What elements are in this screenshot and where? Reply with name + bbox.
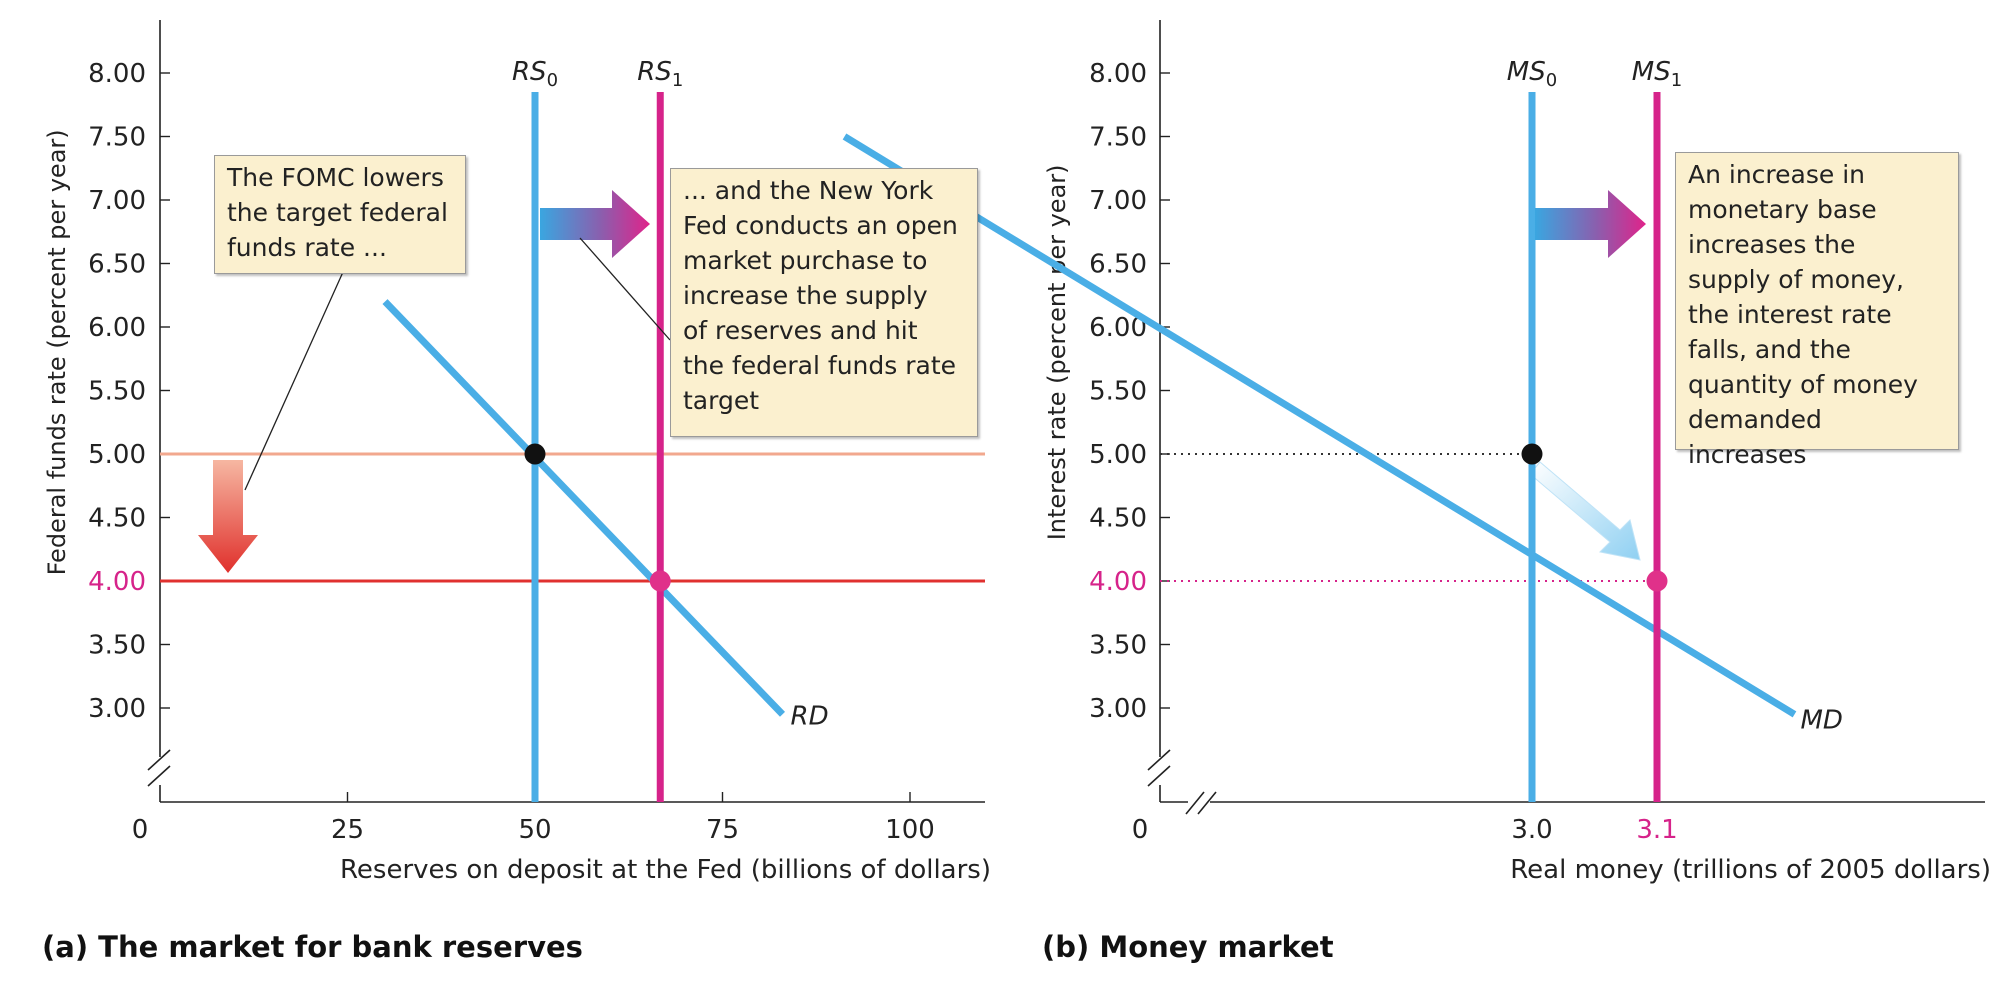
new-equilibrium-point <box>1646 570 1668 592</box>
x-tick-label: 0 <box>1132 815 1149 845</box>
y-tick-label: 5.00 <box>88 440 146 470</box>
supply-shift-arrow <box>540 190 650 258</box>
x-tick-label: 0 <box>132 815 149 845</box>
y-axis-title: Interest rate (percent per year) <box>1043 164 1071 540</box>
panel-b-caption: (b) Money market <box>1042 930 1334 964</box>
y-tick-label: 8.00 <box>88 59 146 89</box>
y-tick-label: 5.00 <box>1089 440 1147 470</box>
x-tick-label: 3.0 <box>1511 815 1552 845</box>
x-tick-label: 75 <box>706 815 739 845</box>
y-tick-label: 7.00 <box>88 186 146 216</box>
y-tick-label: 3.00 <box>88 694 146 724</box>
rs1-label: RS1 <box>637 57 683 91</box>
ms0-label: MS0 <box>1507 57 1557 91</box>
rs0-label: RS0 <box>512 57 558 91</box>
y-tick-label: 6.50 <box>88 250 146 280</box>
x-axis-title: Real money (trillions of 2005 dollars) <box>1510 855 1991 885</box>
y-tick-label: 4.50 <box>88 504 146 534</box>
y-axis-break-mark <box>1147 765 1171 787</box>
x-tick-label: 3.1 <box>1636 815 1677 845</box>
rd-demand-curve <box>382 299 786 717</box>
rate-cut-arrow <box>198 460 258 573</box>
y-axis-title: Federal funds rate (percent per year) <box>43 129 71 575</box>
fomc-lowers-target-callout: The FOMC lowers the target federal funds… <box>214 155 466 274</box>
fomc-callout-pointer <box>244 271 344 491</box>
movement-along-demand-arrow <box>1529 461 1641 561</box>
x-axis-break-mark <box>1197 791 1217 815</box>
x-tick-label: 100 <box>885 815 935 845</box>
monetary-base-increase-callout: An increase in monetary base increases t… <box>1675 152 1959 469</box>
y-tick-label: 3.50 <box>88 631 146 661</box>
y-tick-label: 4.00 <box>88 567 146 597</box>
y-tick-label: 5.50 <box>88 377 146 407</box>
y-axis-break-mark <box>147 765 171 787</box>
x-axis-break-mark <box>1185 791 1205 815</box>
nyfed-callout-pointer <box>579 237 671 341</box>
supply-shift-arrow <box>1535 190 1646 258</box>
y-tick-label: 4.00 <box>1089 567 1147 597</box>
x-axis-title: Reserves on deposit at the Fed (billions… <box>340 855 991 885</box>
y-axis-break-mark <box>1147 749 1171 771</box>
y-tick-label: 4.50 <box>1089 504 1147 534</box>
panel-a-caption: (a) The market for bank reserves <box>42 930 583 964</box>
md-demand-curve <box>842 133 1797 718</box>
y-tick-label: 6.50 <box>1089 250 1147 280</box>
y-tick-label: 6.00 <box>88 313 146 343</box>
y-tick-label: 5.50 <box>1089 377 1147 407</box>
rd-curve-label: RD <box>791 701 829 731</box>
y-tick-label: 7.50 <box>1089 123 1147 153</box>
y-axis-break-mark <box>147 749 171 771</box>
initial-equilibrium-point <box>1521 443 1543 465</box>
x-tick-label: 50 <box>518 815 551 845</box>
panel-a-market-for-bank-reserves: 3.00 3.50 4.00 4.50 5.00 5.50 6.00 6.50 7.00 7.50… <box>43 20 991 885</box>
ny-fed-open-market-purchase-callout: ... and the New York Fed conducts an ope… <box>670 168 978 437</box>
y-tick-label: 7.50 <box>88 123 146 153</box>
new-equilibrium-point <box>649 570 671 592</box>
x-tick-label: 25 <box>331 815 364 845</box>
initial-equilibrium-point <box>524 443 546 465</box>
md-curve-label: MD <box>1801 705 1843 735</box>
y-tick-label: 7.00 <box>1089 186 1147 216</box>
panel-b-money-market: 3.003.504.004.505.005.506.006.507.007.50… <box>842 20 1991 885</box>
y-tick-label: 8.00 <box>1089 59 1147 89</box>
y-tick-label: 3.50 <box>1089 631 1147 661</box>
ms1-label: MS1 <box>1632 57 1682 91</box>
y-tick-label: 3.00 <box>1089 694 1147 724</box>
